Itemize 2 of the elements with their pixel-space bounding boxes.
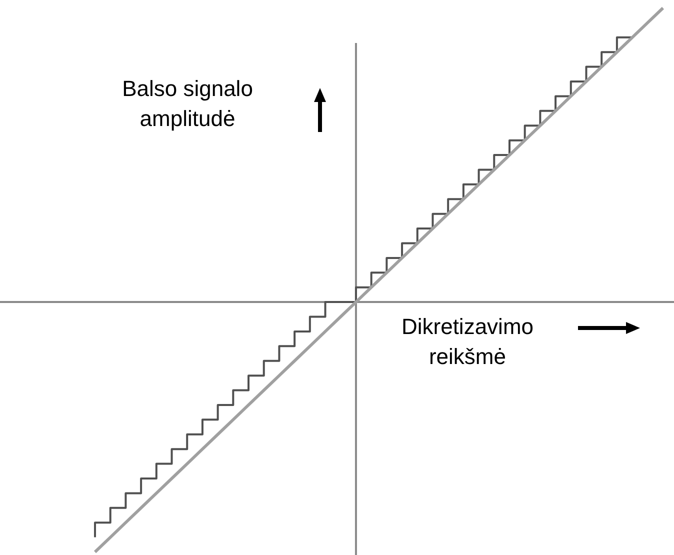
x-axis-title: Dikretizavimo reikšmė (400, 313, 535, 371)
y-axis-title: Balso signalo amplitudė (121, 75, 254, 133)
